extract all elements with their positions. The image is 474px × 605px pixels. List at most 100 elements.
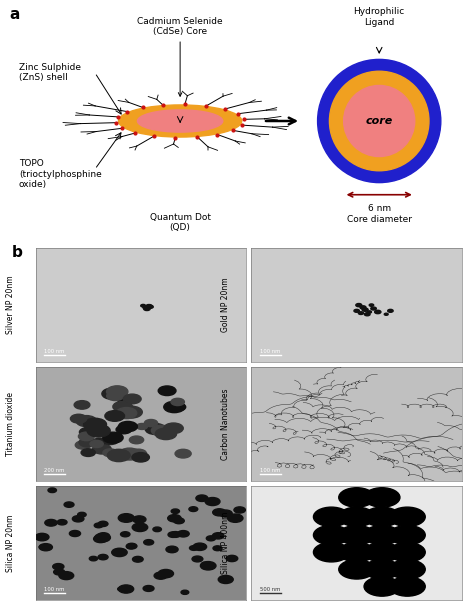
Circle shape <box>144 540 154 545</box>
Circle shape <box>87 425 110 437</box>
Ellipse shape <box>344 85 415 157</box>
Circle shape <box>102 388 123 399</box>
Circle shape <box>78 432 94 440</box>
Circle shape <box>103 432 123 443</box>
Circle shape <box>168 532 178 537</box>
Circle shape <box>168 515 181 522</box>
Circle shape <box>219 510 232 517</box>
Circle shape <box>193 543 207 551</box>
Circle shape <box>133 557 143 562</box>
Circle shape <box>164 401 185 413</box>
Circle shape <box>73 515 84 522</box>
Circle shape <box>173 518 184 524</box>
Circle shape <box>364 543 400 562</box>
Circle shape <box>171 403 186 411</box>
Circle shape <box>92 444 111 454</box>
Circle shape <box>75 441 91 449</box>
Circle shape <box>148 306 153 309</box>
Circle shape <box>389 543 425 562</box>
Text: 200 nm: 200 nm <box>44 468 64 473</box>
Circle shape <box>103 449 118 457</box>
Ellipse shape <box>318 59 441 183</box>
Circle shape <box>201 562 210 567</box>
Text: TOPO
(trioctylphosphine
oxide): TOPO (trioctylphosphine oxide) <box>19 159 102 189</box>
Circle shape <box>213 509 226 516</box>
Text: Hydrophilic
Ligand: Hydrophilic Ligand <box>354 7 405 27</box>
Circle shape <box>339 560 374 579</box>
Circle shape <box>226 555 238 561</box>
Circle shape <box>362 308 368 312</box>
Circle shape <box>120 532 130 537</box>
Circle shape <box>145 419 158 427</box>
Text: Titanium dioxide: Titanium dioxide <box>6 392 15 456</box>
Circle shape <box>98 522 108 526</box>
Circle shape <box>69 531 81 537</box>
Circle shape <box>364 577 400 596</box>
Circle shape <box>39 544 53 551</box>
Circle shape <box>389 560 425 579</box>
Circle shape <box>97 533 109 539</box>
Circle shape <box>118 514 134 522</box>
Ellipse shape <box>118 105 242 137</box>
Circle shape <box>39 544 47 549</box>
Circle shape <box>364 507 400 526</box>
Circle shape <box>389 525 425 544</box>
Circle shape <box>181 590 189 594</box>
Circle shape <box>212 532 224 539</box>
Circle shape <box>104 389 118 396</box>
Circle shape <box>144 307 150 310</box>
Circle shape <box>48 488 56 492</box>
Circle shape <box>120 406 142 418</box>
Text: Silica NP 20nm: Silica NP 20nm <box>6 514 15 572</box>
Circle shape <box>132 453 149 462</box>
Circle shape <box>190 546 198 551</box>
Circle shape <box>201 561 216 570</box>
Circle shape <box>218 575 233 583</box>
Circle shape <box>365 313 370 316</box>
Circle shape <box>45 520 57 526</box>
Circle shape <box>313 525 349 544</box>
Circle shape <box>116 425 132 434</box>
Circle shape <box>384 313 388 315</box>
Circle shape <box>153 527 162 532</box>
Circle shape <box>79 437 96 447</box>
Text: Silica NP 400nm: Silica NP 400nm <box>221 512 230 574</box>
Circle shape <box>76 416 97 427</box>
Circle shape <box>364 525 400 544</box>
Circle shape <box>107 386 128 397</box>
Circle shape <box>369 304 374 306</box>
Circle shape <box>358 312 364 315</box>
Text: Carbon Nanotubes: Carbon Nanotubes <box>221 388 230 460</box>
Circle shape <box>364 560 400 579</box>
Circle shape <box>59 572 74 580</box>
Circle shape <box>133 516 146 523</box>
Circle shape <box>93 535 108 543</box>
Text: 500 nm: 500 nm <box>260 587 280 592</box>
Circle shape <box>143 306 147 309</box>
Circle shape <box>155 428 176 440</box>
Circle shape <box>143 586 154 592</box>
Circle shape <box>118 422 137 432</box>
Circle shape <box>175 450 191 458</box>
Circle shape <box>339 525 374 544</box>
Text: 100 nm: 100 nm <box>260 468 280 473</box>
Circle shape <box>93 439 105 445</box>
Circle shape <box>356 304 362 307</box>
Circle shape <box>107 391 124 401</box>
Circle shape <box>130 449 146 458</box>
Circle shape <box>81 449 95 456</box>
Text: 100 nm: 100 nm <box>44 587 64 592</box>
Circle shape <box>171 398 184 405</box>
Circle shape <box>127 543 137 549</box>
Text: 6 nm
Core diameter: 6 nm Core diameter <box>346 204 412 224</box>
Circle shape <box>74 401 90 409</box>
Text: core: core <box>365 116 393 126</box>
Circle shape <box>83 418 107 431</box>
Text: Quantum Dot
(QD): Quantum Dot (QD) <box>150 213 210 232</box>
Circle shape <box>113 402 132 412</box>
Circle shape <box>313 507 349 526</box>
Text: Silver NP 20nm: Silver NP 20nm <box>6 276 15 335</box>
Text: Zinc Sulphide
(ZnS) shell: Zinc Sulphide (ZnS) shell <box>19 63 81 82</box>
Circle shape <box>364 488 400 507</box>
Circle shape <box>90 440 103 448</box>
